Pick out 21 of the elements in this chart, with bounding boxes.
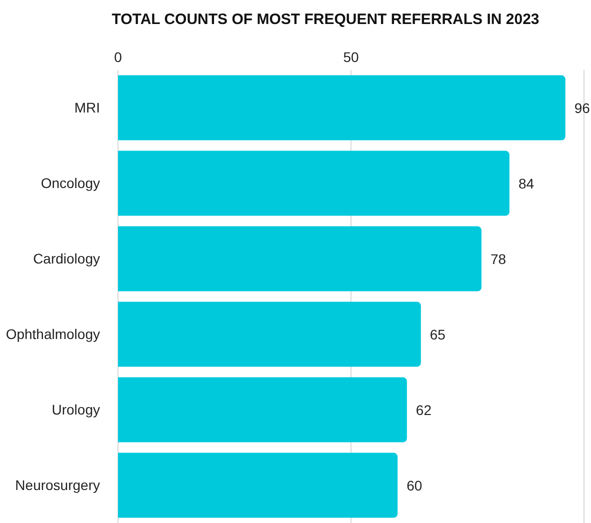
y-tick-label: Oncology [40,175,100,192]
x-tick-label: 50 [343,49,359,65]
data-label: 78 [490,250,506,267]
y-tick-label: MRI [74,100,100,116]
data-label: 60 [406,477,422,494]
y-tick-label: Neurosurgery [15,477,100,494]
data-label: 62 [416,402,432,418]
y-tick-label: Urology [52,402,100,418]
bar [118,452,398,518]
x-tick-label: 0 [114,49,122,65]
bar [118,226,482,292]
bar [118,302,421,367]
y-tick-label: Ophthalmology [6,326,100,342]
chart-title: TOTAL COUNTS OF MOST FREQUENT REFERRALS IN 2023 [110,10,540,30]
data-label: 65 [430,326,446,342]
data-label: 84 [518,175,534,192]
data-label: 96 [574,100,590,116]
bar [118,377,407,442]
bar [118,75,566,140]
y-tick-label: Cardiology [33,250,100,267]
bar [118,150,510,216]
